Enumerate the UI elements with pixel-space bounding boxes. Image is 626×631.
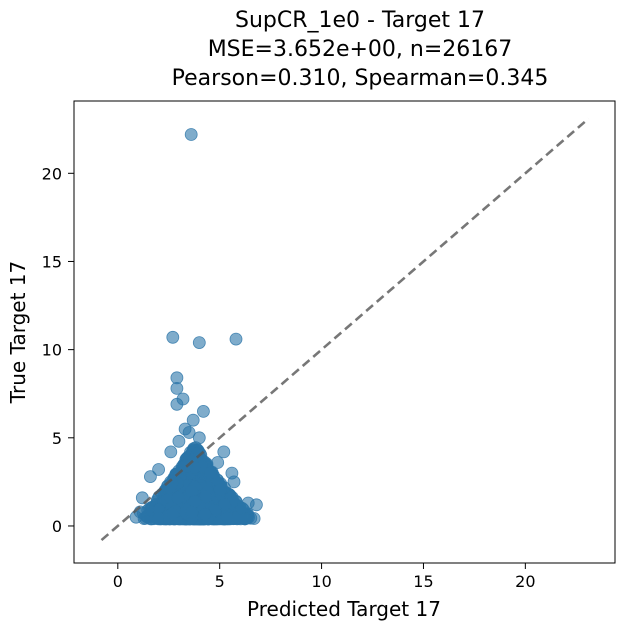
data-point	[235, 501, 249, 515]
reference-line-group	[100, 117, 590, 542]
data-point	[204, 465, 218, 479]
y-tick-label: 5	[52, 429, 62, 448]
data-point	[217, 445, 231, 459]
y-tick-label: 20	[42, 164, 62, 183]
x-axis-ticks: 0 5 10 15 20	[113, 563, 536, 591]
data-point	[198, 507, 212, 521]
data-point	[213, 483, 227, 497]
data-point	[166, 330, 180, 344]
data-point	[188, 495, 202, 508]
data-point	[192, 431, 206, 445]
x-tick-label: 15	[413, 572, 433, 591]
data-point	[196, 404, 210, 418]
y-tick-label: 15	[42, 252, 62, 271]
plot-area	[73, 100, 616, 564]
data-point	[184, 128, 198, 141]
data-point	[218, 497, 232, 511]
data-points	[129, 128, 263, 526]
data-point	[192, 336, 206, 350]
data-point	[229, 332, 243, 346]
data-point	[225, 466, 239, 480]
data-point	[170, 381, 184, 395]
data-point	[172, 434, 186, 448]
x-tick-label: 0	[113, 572, 123, 591]
title-line-1: SupCR_1e0 - Target 17	[235, 8, 485, 33]
title-line-3: Pearson=0.310, Spearman=0.345	[172, 66, 549, 91]
x-tick-label: 10	[311, 572, 331, 591]
data-point	[185, 505, 199, 519]
data-point	[182, 426, 196, 439]
x-axis-label: Predicted Target 17	[247, 597, 441, 621]
x-tick-label: 20	[515, 572, 535, 591]
title-line-2: MSE=3.652e+00, n=26167	[208, 37, 513, 62]
data-point	[170, 397, 184, 411]
data-point	[186, 413, 200, 427]
data-point	[220, 511, 234, 524]
data-point	[164, 445, 178, 459]
y-tick-label: 10	[42, 341, 62, 360]
data-point	[171, 491, 185, 505]
data-point	[152, 463, 166, 476]
data-point	[151, 512, 165, 526]
data-point	[143, 470, 157, 484]
data-point	[238, 512, 252, 526]
y-tick-label: 0	[52, 517, 62, 536]
data-point	[129, 510, 143, 524]
y-axis-ticks: 0 5 10 15 20	[42, 164, 74, 536]
data-point	[166, 507, 180, 521]
x-tick-label: 5	[215, 572, 225, 591]
data-point	[211, 456, 225, 469]
y-axis-label: True Target 17	[6, 261, 30, 405]
reference-line	[100, 117, 590, 542]
chart-title: SupCR_1e0 - Target 17 MSE=3.652e+00, n=2…	[172, 8, 549, 91]
